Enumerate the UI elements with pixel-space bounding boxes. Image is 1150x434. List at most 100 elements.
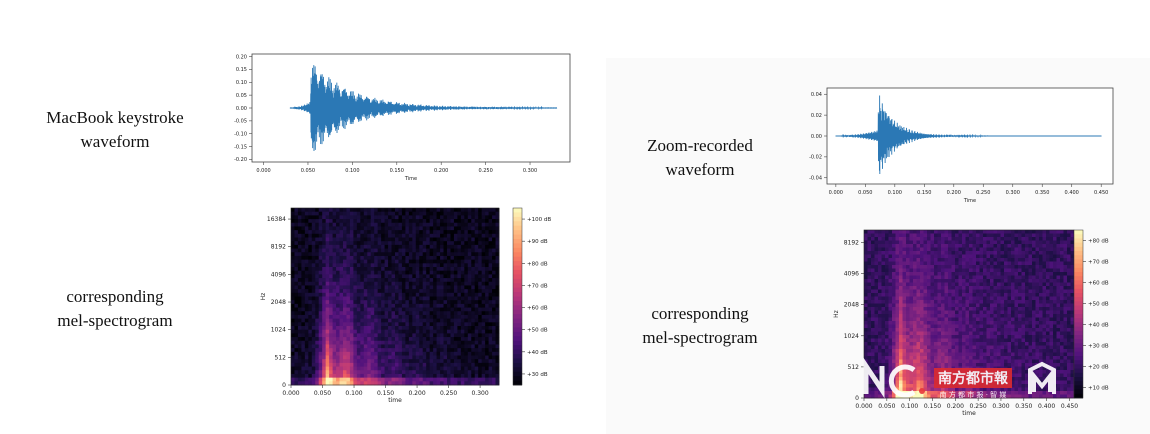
heatmap-cell (464, 359, 469, 364)
heatmap-cell (906, 377, 910, 381)
heatmap-cell (447, 344, 451, 349)
heatmap-cell (391, 211, 396, 216)
heatmap-cell (384, 248, 389, 253)
heatmap-cell (913, 254, 917, 259)
heatmap-cell (457, 311, 462, 316)
heatmap-cell (495, 226, 500, 231)
heatmap-cell (1004, 268, 1008, 273)
heatmap-cell (329, 208, 333, 213)
heatmap-cell (478, 222, 483, 227)
heatmap-cell (370, 329, 375, 334)
heatmap-cell (374, 344, 379, 349)
heatmap-cell (495, 222, 500, 227)
heatmap-cell (377, 307, 382, 312)
x-tick-label: 0.100 (888, 190, 902, 196)
heatmap-cell (488, 274, 493, 279)
heatmap-cell (892, 391, 896, 395)
heatmap-cell (433, 270, 437, 275)
heatmap-cell (301, 370, 306, 375)
heatmap-cell (412, 337, 417, 342)
heatmap-cell (294, 318, 299, 323)
heatmap-cell (395, 289, 399, 294)
heatmap-cell (1000, 300, 1005, 304)
heatmap-cell (395, 211, 399, 216)
heatmap-cell (391, 248, 396, 253)
heatmap-cell (909, 230, 914, 234)
heatmap-cell (329, 211, 333, 216)
heatmap-cell (433, 344, 437, 349)
heatmap-cell (453, 267, 458, 272)
heatmap-cell (304, 359, 309, 364)
heatmap-cell (401, 215, 406, 220)
heatmap-cell (997, 244, 1001, 248)
heatmap-cell (885, 307, 889, 311)
heatmap-cell (447, 296, 451, 301)
heatmap-cell (934, 282, 938, 287)
heatmap-cell (426, 329, 431, 334)
heatmap-cell (443, 244, 448, 249)
heatmap-cell (353, 322, 358, 327)
heatmap-cell (864, 331, 868, 336)
heatmap-cell (906, 310, 910, 315)
heatmap-cell (927, 230, 931, 234)
heatmap-cell (899, 384, 903, 388)
heatmap-cell (301, 263, 306, 268)
heatmap-cell (453, 314, 458, 320)
heatmap-cell (481, 255, 486, 261)
heatmap-cell (405, 311, 410, 316)
heatmap-cell (993, 387, 998, 392)
heatmap-cell (997, 261, 1001, 266)
heatmap-cell (941, 394, 945, 399)
heatmap-cell (986, 279, 991, 283)
heatmap-cell (979, 391, 984, 395)
heatmap-cell (367, 278, 372, 283)
heatmap-cell (346, 314, 351, 320)
heatmap-cell (864, 335, 868, 339)
heatmap-cell (388, 329, 392, 334)
heatmap-cell (934, 296, 938, 301)
heatmap-cell (381, 318, 385, 323)
heatmap-cell (1004, 300, 1008, 304)
heatmap-cell (360, 241, 365, 246)
heatmap-cell (401, 292, 406, 297)
heatmap-cell (474, 333, 479, 338)
heatmap-cell (311, 344, 316, 349)
heatmap-cell (874, 282, 879, 287)
heatmap-cell (906, 307, 910, 311)
heatmap-cell (412, 340, 417, 345)
heatmap-cell (941, 275, 945, 280)
heatmap-cell (398, 351, 403, 356)
heatmap-cell (401, 270, 406, 275)
heatmap-cell (332, 326, 337, 331)
heatmap-cell (474, 314, 479, 320)
heatmap-cell (920, 370, 924, 374)
heatmap-cell (913, 335, 917, 339)
heatmap-cell (377, 270, 382, 275)
heatmap-cell (913, 279, 917, 283)
heatmap-cell (481, 241, 486, 246)
heatmap-cell (906, 338, 910, 343)
heatmap-cell (899, 310, 903, 315)
heatmap-cell (867, 349, 872, 353)
heatmap-cell (990, 233, 994, 238)
heatmap-cell (401, 311, 406, 316)
heatmap-cell (906, 373, 910, 378)
heatmap-cell (874, 349, 879, 353)
heatmap-cell (467, 362, 472, 367)
heatmap-cell (419, 344, 424, 349)
heatmap-cell (895, 338, 900, 343)
heatmap-cell (481, 289, 486, 294)
heatmap-cell (881, 275, 886, 280)
heatmap-cell (343, 377, 347, 382)
heatmap-cell (322, 285, 327, 290)
heatmap-cell (346, 219, 351, 224)
heatmap-cell (885, 265, 889, 269)
heatmap-cell (332, 348, 337, 353)
heatmap-cell (930, 366, 935, 371)
heatmap-cell (412, 278, 417, 283)
heatmap-cell (474, 208, 479, 213)
heatmap-cell (315, 248, 320, 253)
heatmap-cell (363, 311, 368, 316)
heatmap-cell (481, 237, 486, 242)
heatmap-cell (291, 318, 295, 323)
